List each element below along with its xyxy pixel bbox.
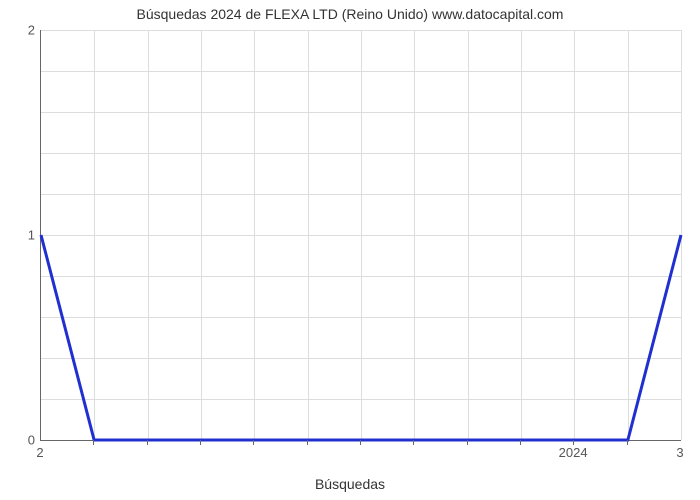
data-polyline [41, 30, 681, 440]
x-minor-tick [253, 440, 254, 445]
plot-area [40, 30, 681, 441]
x-minor-tick [360, 440, 361, 445]
x-minor-tick [200, 440, 201, 445]
y-tick-label: 2 [5, 23, 35, 38]
x-minor-tick [627, 440, 628, 445]
x-minor-tick [307, 440, 308, 445]
x-minor-tick [93, 440, 94, 445]
x-minor-tick [520, 440, 521, 445]
y-tick-label: 1 [5, 228, 35, 243]
searches-chart: Búsquedas 2024 de FLEXA LTD (Reino Unido… [0, 0, 700, 500]
x-tick-label: 2 [36, 445, 43, 460]
x-minor-tick [147, 440, 148, 445]
x-annotation-label: 2024 [559, 445, 588, 460]
x-minor-tick [467, 440, 468, 445]
y-tick-label: 0 [5, 433, 35, 448]
chart-title: Búsquedas 2024 de FLEXA LTD (Reino Unido… [0, 6, 700, 22]
x-tick-label: 3 [676, 445, 683, 460]
x-axis-label: Búsquedas [0, 476, 700, 492]
x-minor-tick [413, 440, 414, 445]
gridline-vertical [681, 30, 682, 440]
